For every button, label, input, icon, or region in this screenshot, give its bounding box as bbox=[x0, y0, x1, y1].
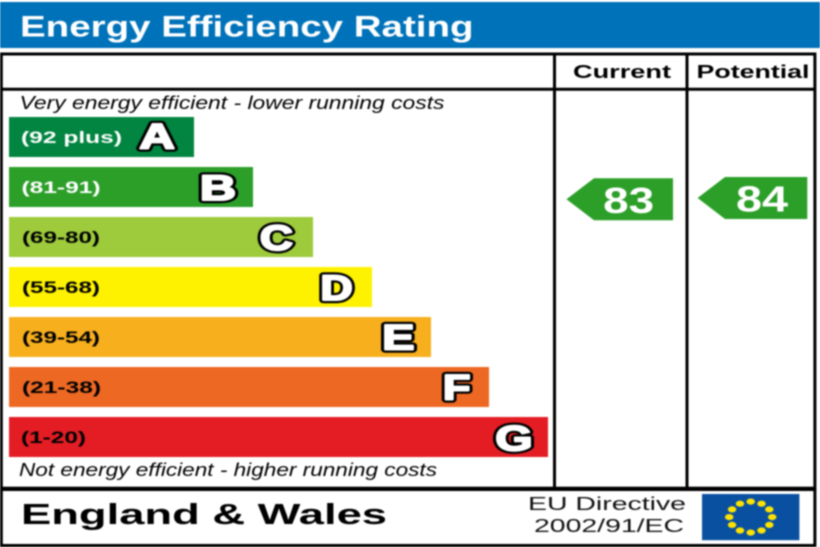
svg-text:(1-20): (1-20) bbox=[21, 428, 86, 447]
svg-text:Current: Current bbox=[573, 62, 671, 82]
svg-text:2002/91/EC: 2002/91/EC bbox=[534, 516, 684, 536]
svg-text:C: C bbox=[260, 218, 293, 258]
svg-text:EU Directive: EU Directive bbox=[528, 494, 686, 514]
svg-text:(69-80): (69-80) bbox=[22, 228, 100, 247]
svg-text:G: G bbox=[495, 419, 532, 458]
svg-text:83: 83 bbox=[603, 180, 654, 221]
svg-text:E: E bbox=[382, 318, 414, 357]
svg-text:(55-68): (55-68) bbox=[22, 278, 100, 297]
svg-text:England & Wales: England & Wales bbox=[21, 499, 387, 531]
svg-text:D: D bbox=[320, 268, 352, 307]
svg-text:(39-54): (39-54) bbox=[22, 328, 100, 347]
svg-text:84: 84 bbox=[736, 179, 789, 220]
svg-text:Not energy efficient - higher: Not energy efficient - higher running co… bbox=[19, 460, 437, 480]
svg-text:Potential: Potential bbox=[697, 62, 810, 82]
svg-text:D: D bbox=[320, 268, 352, 307]
svg-text:B: B bbox=[200, 169, 236, 208]
svg-text:(21-38): (21-38) bbox=[22, 378, 101, 397]
svg-text:(92 plus): (92 plus) bbox=[21, 128, 122, 147]
svg-text:B: B bbox=[200, 169, 236, 208]
svg-text:G: G bbox=[495, 419, 532, 458]
svg-text:F: F bbox=[443, 368, 471, 408]
svg-text:A: A bbox=[139, 117, 174, 156]
svg-text:(81-91): (81-91) bbox=[22, 178, 101, 197]
svg-text:Energy Efficiency Rating: Energy Efficiency Rating bbox=[20, 11, 474, 44]
svg-text:E: E bbox=[382, 318, 414, 357]
svg-text:Very energy efficient - lower: Very energy efficient - lower running co… bbox=[20, 93, 445, 113]
svg-text:A: A bbox=[139, 117, 174, 156]
svg-text:F: F bbox=[443, 368, 471, 408]
svg-text:C: C bbox=[260, 218, 293, 258]
